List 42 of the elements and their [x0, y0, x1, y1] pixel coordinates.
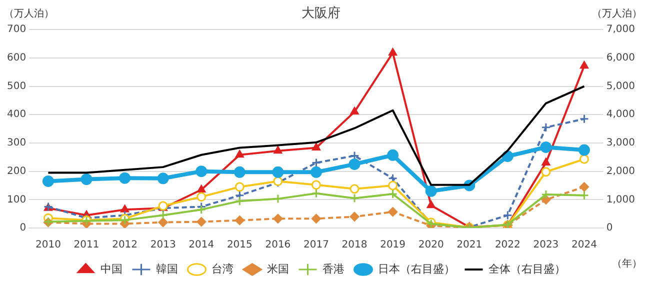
- y2-tick-label: 5,000: [606, 80, 636, 92]
- x-tick-label: 2011: [74, 240, 100, 251]
- y-tick-label: 300: [6, 138, 26, 149]
- y2-tick-label: 2,000: [606, 166, 636, 177]
- x-tick-label: 2021: [456, 240, 482, 251]
- legend-label: 韓国: [156, 262, 178, 276]
- x-tick-label: 2020: [418, 240, 444, 251]
- x-axis-title: （年）: [612, 258, 642, 270]
- x-tick-label: 2010: [36, 240, 61, 251]
- y-tick-label: 700: [6, 24, 26, 36]
- legend-label: 米国: [266, 262, 289, 276]
- x-tick-label: 2018: [342, 240, 368, 251]
- y2-tick-label: 0: [606, 222, 613, 234]
- y2-axis-title: （万人泊）: [592, 8, 642, 20]
- y-axis-title: （万人泊）: [4, 8, 54, 20]
- legend-label: 中国: [100, 262, 122, 276]
- x-tick-label: 2017: [304, 240, 329, 251]
- x-tick-label: 2019: [380, 240, 406, 251]
- y-tick-label: 200: [6, 166, 26, 177]
- x-tick-label: 2024: [572, 240, 597, 251]
- y2-tick-label: 3,000: [606, 138, 636, 149]
- legend-label: 香港: [322, 262, 344, 276]
- legend-label: 日本（右目盛）: [378, 262, 455, 276]
- y-tick-label: 400: [6, 109, 26, 120]
- y-tick-label: 100: [6, 194, 26, 206]
- x-tick-label: 2012: [112, 240, 138, 251]
- x-tick-label: 2015: [226, 240, 252, 251]
- x-tick-label: 2014: [188, 240, 214, 251]
- y2-tick-label: 1,000: [606, 194, 636, 206]
- x-tick-label: 2023: [533, 240, 559, 251]
- y-tick-label: 0: [20, 222, 26, 234]
- x-tick-label: 2016: [265, 240, 291, 251]
- y-tick-label: 600: [6, 52, 26, 64]
- legend-label: 台湾: [211, 262, 234, 276]
- y2-tick-label: 4,000: [606, 109, 636, 120]
- legend-label: 全体（右目盛）: [488, 262, 566, 276]
- chart-title: 大阪府: [302, 5, 340, 22]
- y-tick-label: 500: [6, 80, 26, 92]
- x-tick-label: 2022: [494, 240, 520, 251]
- y2-tick-label: 6,000: [606, 52, 636, 64]
- y2-tick-label: 7,000: [606, 24, 636, 36]
- x-tick-label: 2013: [150, 240, 176, 251]
